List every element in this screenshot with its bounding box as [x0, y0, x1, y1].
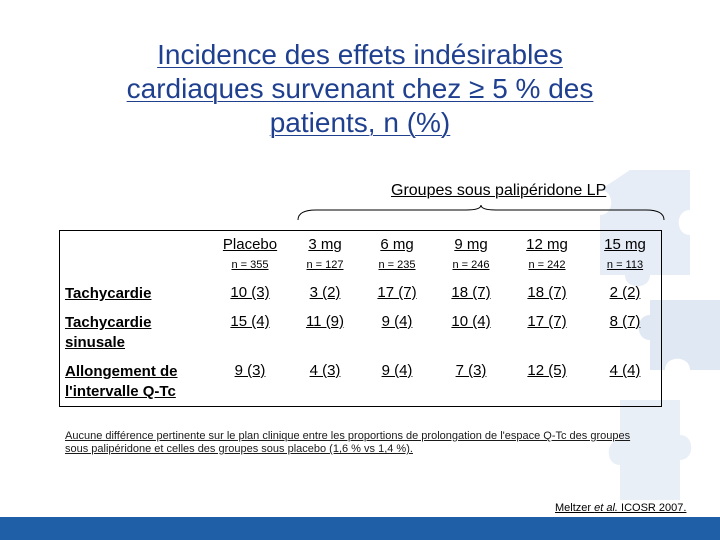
table-cell: 9 (4) — [381, 313, 413, 330]
citation: Meltzer et al. ICOSR 2007. — [555, 502, 686, 514]
title-line-2: cardiaques survenant chez ≥ 5 % des — [126, 73, 594, 104]
row-label-tachycardie: Tachycardie — [65, 285, 152, 302]
table-cell: 11 (9) — [305, 313, 345, 330]
table-cell: 8 (7) — [609, 313, 641, 330]
column-n: n = 235 — [378, 259, 416, 271]
group-brace-icon — [297, 204, 665, 221]
table-cell: 12 (5) — [527, 362, 567, 379]
column-n: n = 242 — [528, 259, 566, 271]
table-cell: 10 (4) — [451, 313, 491, 330]
title-line-3: patients, n (%) — [269, 107, 451, 138]
table-cell: 18 (7) — [451, 284, 491, 301]
column-n: n = 355 — [231, 259, 269, 271]
group-label: Groupes sous palipéridone LP — [391, 182, 607, 199]
column-header-placebo: Placebo n = 355 — [215, 236, 285, 271]
citation-source: ICOSR 2007. — [617, 502, 687, 514]
table-cell: 7 (3) — [455, 362, 487, 379]
table-cell: 18 (7) — [527, 284, 567, 301]
table-cell: 4 (3) — [309, 362, 341, 379]
row-label-tachycardie-sinusale: Tachycardie sinusale — [65, 314, 152, 351]
row-label-allongement-qtc: Allongement de l'intervalle Q-Tc — [65, 363, 178, 400]
citation-authors: Meltzer — [555, 502, 595, 514]
slide-title: Incidence des effets indésirables cardia… — [40, 38, 680, 140]
table-cell: 4 (4) — [609, 362, 641, 379]
column-dose: 9 mg — [454, 236, 488, 253]
table-cell: 17 (7) — [377, 284, 417, 301]
citation-etal: et al. — [594, 502, 618, 514]
table-cell: 2 (2) — [609, 284, 641, 301]
bottom-bar — [0, 517, 720, 540]
column-dose: 15 mg — [604, 236, 646, 253]
column-header-9mg: 9 mg n = 246 — [436, 236, 506, 271]
column-n: n = 246 — [452, 259, 490, 271]
column-header-3mg: 3 mg n = 127 — [290, 236, 360, 271]
column-header-12mg: 12 mg n = 242 — [512, 236, 582, 271]
table-cell: 10 (3) — [230, 284, 270, 301]
column-header-15mg: 15 mg n = 113 — [590, 236, 660, 271]
data-table-frame — [59, 230, 662, 407]
table-cell: 9 (4) — [381, 362, 413, 379]
table-cell: 9 (3) — [234, 362, 266, 379]
title-line-1: Incidence des effets indésirables — [157, 39, 563, 70]
column-n: n = 113 — [606, 259, 644, 271]
column-dose: 3 mg — [308, 236, 342, 253]
column-dose: 12 mg — [526, 236, 568, 253]
column-header-6mg: 6 mg n = 235 — [362, 236, 432, 271]
column-dose: Placebo — [222, 236, 278, 253]
column-n: n = 127 — [306, 259, 344, 271]
table-cell: 3 (2) — [309, 284, 341, 301]
footnote: Aucune différence pertinente sur le plan… — [65, 430, 631, 455]
column-dose: 6 mg — [380, 236, 414, 253]
table-cell: 17 (7) — [527, 313, 567, 330]
puzzle-decoration-icon — [600, 170, 720, 500]
table-cell: 15 (4) — [230, 313, 270, 330]
